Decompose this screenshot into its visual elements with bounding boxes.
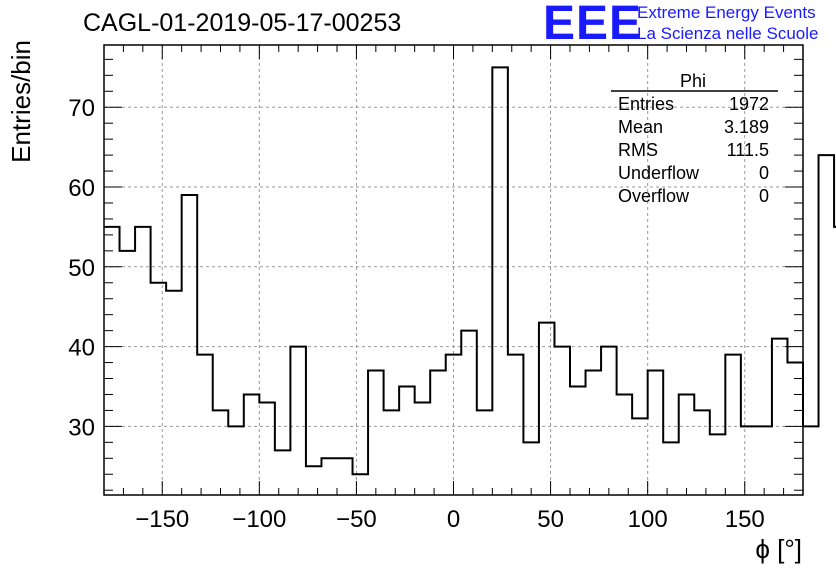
histogram-bin bbox=[244, 394, 260, 495]
stats-label: Entries bbox=[618, 94, 674, 114]
x-axis-label: ϕ [°] bbox=[755, 534, 802, 564]
chart-title: CAGL-01-2019-05-17-00253 bbox=[83, 9, 402, 37]
x-tick-label: 100 bbox=[628, 506, 668, 533]
histogram-bin bbox=[725, 355, 741, 495]
x-tick-label: 0 bbox=[447, 506, 460, 533]
histogram-bin bbox=[259, 402, 275, 495]
stats-value: 111.5 bbox=[727, 140, 769, 160]
histogram-bin bbox=[632, 418, 648, 495]
histogram-bin bbox=[120, 251, 136, 495]
histogram-bin bbox=[679, 394, 695, 495]
stats-value: 3.189 bbox=[724, 117, 769, 137]
stats-label: Underflow bbox=[618, 163, 700, 183]
stats-name: Phi bbox=[680, 71, 706, 91]
histogram-bin bbox=[803, 426, 819, 495]
histogram-bin bbox=[819, 155, 835, 495]
histogram-bin bbox=[492, 67, 508, 495]
histogram-bin bbox=[787, 363, 803, 495]
histogram-bin bbox=[508, 355, 524, 495]
y-tick-label: 50 bbox=[68, 255, 95, 282]
histogram-bin bbox=[461, 331, 477, 495]
histogram-bin bbox=[275, 450, 291, 495]
x-tick-label: −50 bbox=[336, 506, 377, 533]
histogram-outline bbox=[104, 66, 836, 476]
y-tick-label: 70 bbox=[68, 95, 95, 122]
x-tick-label: 150 bbox=[725, 506, 765, 533]
axes bbox=[103, 44, 804, 496]
stats-box: Phi Entries 1972 Mean 3.189 RMS 111.5 Underflow… bbox=[611, 71, 778, 206]
histogram-bin bbox=[710, 434, 726, 495]
x-tick-label: −100 bbox=[232, 506, 286, 533]
histogram-bin bbox=[290, 347, 306, 495]
histogram-bin bbox=[741, 426, 757, 495]
x-tick-label: −150 bbox=[135, 506, 189, 533]
histogram-bin bbox=[151, 283, 167, 495]
histogram-bin bbox=[430, 371, 446, 495]
tick-labels: −150 −100 −50 0 50 100 150 30 40 50 60 70 bbox=[68, 95, 764, 533]
histogram-bin bbox=[601, 347, 617, 495]
histogram-bin bbox=[197, 355, 213, 495]
stats-label: Overflow bbox=[618, 186, 690, 206]
brand-line-1: Extreme Energy Events bbox=[637, 3, 816, 22]
brand-line-2: La Scienza nelle Scuole bbox=[637, 24, 819, 43]
histogram-bin bbox=[756, 426, 772, 495]
histogram-series bbox=[104, 66, 836, 495]
histogram-bin bbox=[586, 371, 602, 495]
histogram-bin bbox=[554, 347, 570, 495]
y-tick-label: 40 bbox=[68, 335, 95, 362]
histogram-bin bbox=[648, 371, 664, 495]
y-tick-label: 60 bbox=[68, 175, 95, 202]
eee-logo: EEE bbox=[543, 0, 643, 50]
histogram-bin bbox=[135, 227, 151, 495]
histogram-bin bbox=[617, 394, 633, 495]
stats-label: RMS bbox=[618, 140, 658, 160]
histogram-bin bbox=[399, 386, 415, 495]
histogram-bin bbox=[321, 458, 337, 495]
stats-value: 0 bbox=[759, 186, 769, 206]
histogram-bin bbox=[368, 371, 384, 495]
grid-lines bbox=[104, 45, 803, 495]
histogram-bin bbox=[523, 442, 539, 495]
histogram-bin bbox=[306, 466, 322, 495]
stats-value: 1972 bbox=[729, 94, 769, 114]
histogram-bin bbox=[213, 410, 229, 495]
histogram-bin bbox=[228, 426, 244, 495]
histogram-bin bbox=[539, 323, 555, 495]
stats-value: 0 bbox=[759, 163, 769, 183]
histogram-bin bbox=[694, 410, 710, 495]
histogram-bin bbox=[477, 410, 493, 495]
histogram-bin bbox=[772, 339, 788, 495]
histogram-bin bbox=[446, 355, 462, 495]
stats-label: Mean bbox=[618, 117, 663, 137]
y-tick-label: 30 bbox=[68, 414, 95, 441]
histogram-bin bbox=[353, 474, 369, 495]
histogram-bin bbox=[663, 442, 679, 495]
x-tick-label: 50 bbox=[537, 506, 564, 533]
histogram-bin bbox=[182, 195, 198, 495]
histogram-bin bbox=[166, 291, 182, 495]
histogram-bin bbox=[384, 410, 400, 495]
histogram-bin bbox=[337, 458, 353, 495]
histogram-bin bbox=[415, 402, 431, 495]
y-axis-label: Entries/bin bbox=[6, 40, 36, 163]
histogram-bin bbox=[570, 386, 586, 495]
